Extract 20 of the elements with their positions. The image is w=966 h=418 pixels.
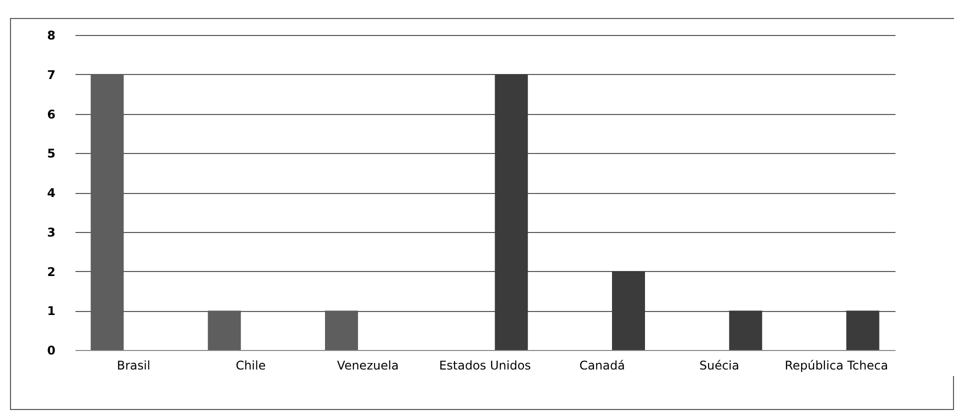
y-tick-label: 4: [47, 186, 56, 200]
y-tick-label: 5: [47, 146, 56, 161]
x-tick-label: República Tcheca: [784, 358, 888, 372]
y-tick-label: 2: [47, 264, 56, 279]
x-tick-label: Brasil: [116, 358, 150, 372]
x-tick-label: Venezuela: [337, 358, 399, 372]
y-tick-label: 1: [47, 304, 56, 318]
x-tick-label: Chile: [236, 358, 266, 372]
x-tick-label: Suécia: [699, 358, 740, 372]
y-tick-label: 0: [47, 344, 56, 358]
bar: [729, 310, 762, 350]
y-tick-label: 8: [47, 28, 56, 42]
y-tick-label: 6: [47, 107, 56, 122]
y-tick-label: 7: [47, 68, 56, 82]
bar: [494, 74, 528, 350]
x-tick-label: Canadá: [579, 358, 625, 372]
x-tick-label: Estados Unidos: [439, 358, 531, 372]
y-tick-label: 3: [47, 225, 56, 240]
bar: [846, 310, 880, 350]
bar: [612, 271, 645, 350]
